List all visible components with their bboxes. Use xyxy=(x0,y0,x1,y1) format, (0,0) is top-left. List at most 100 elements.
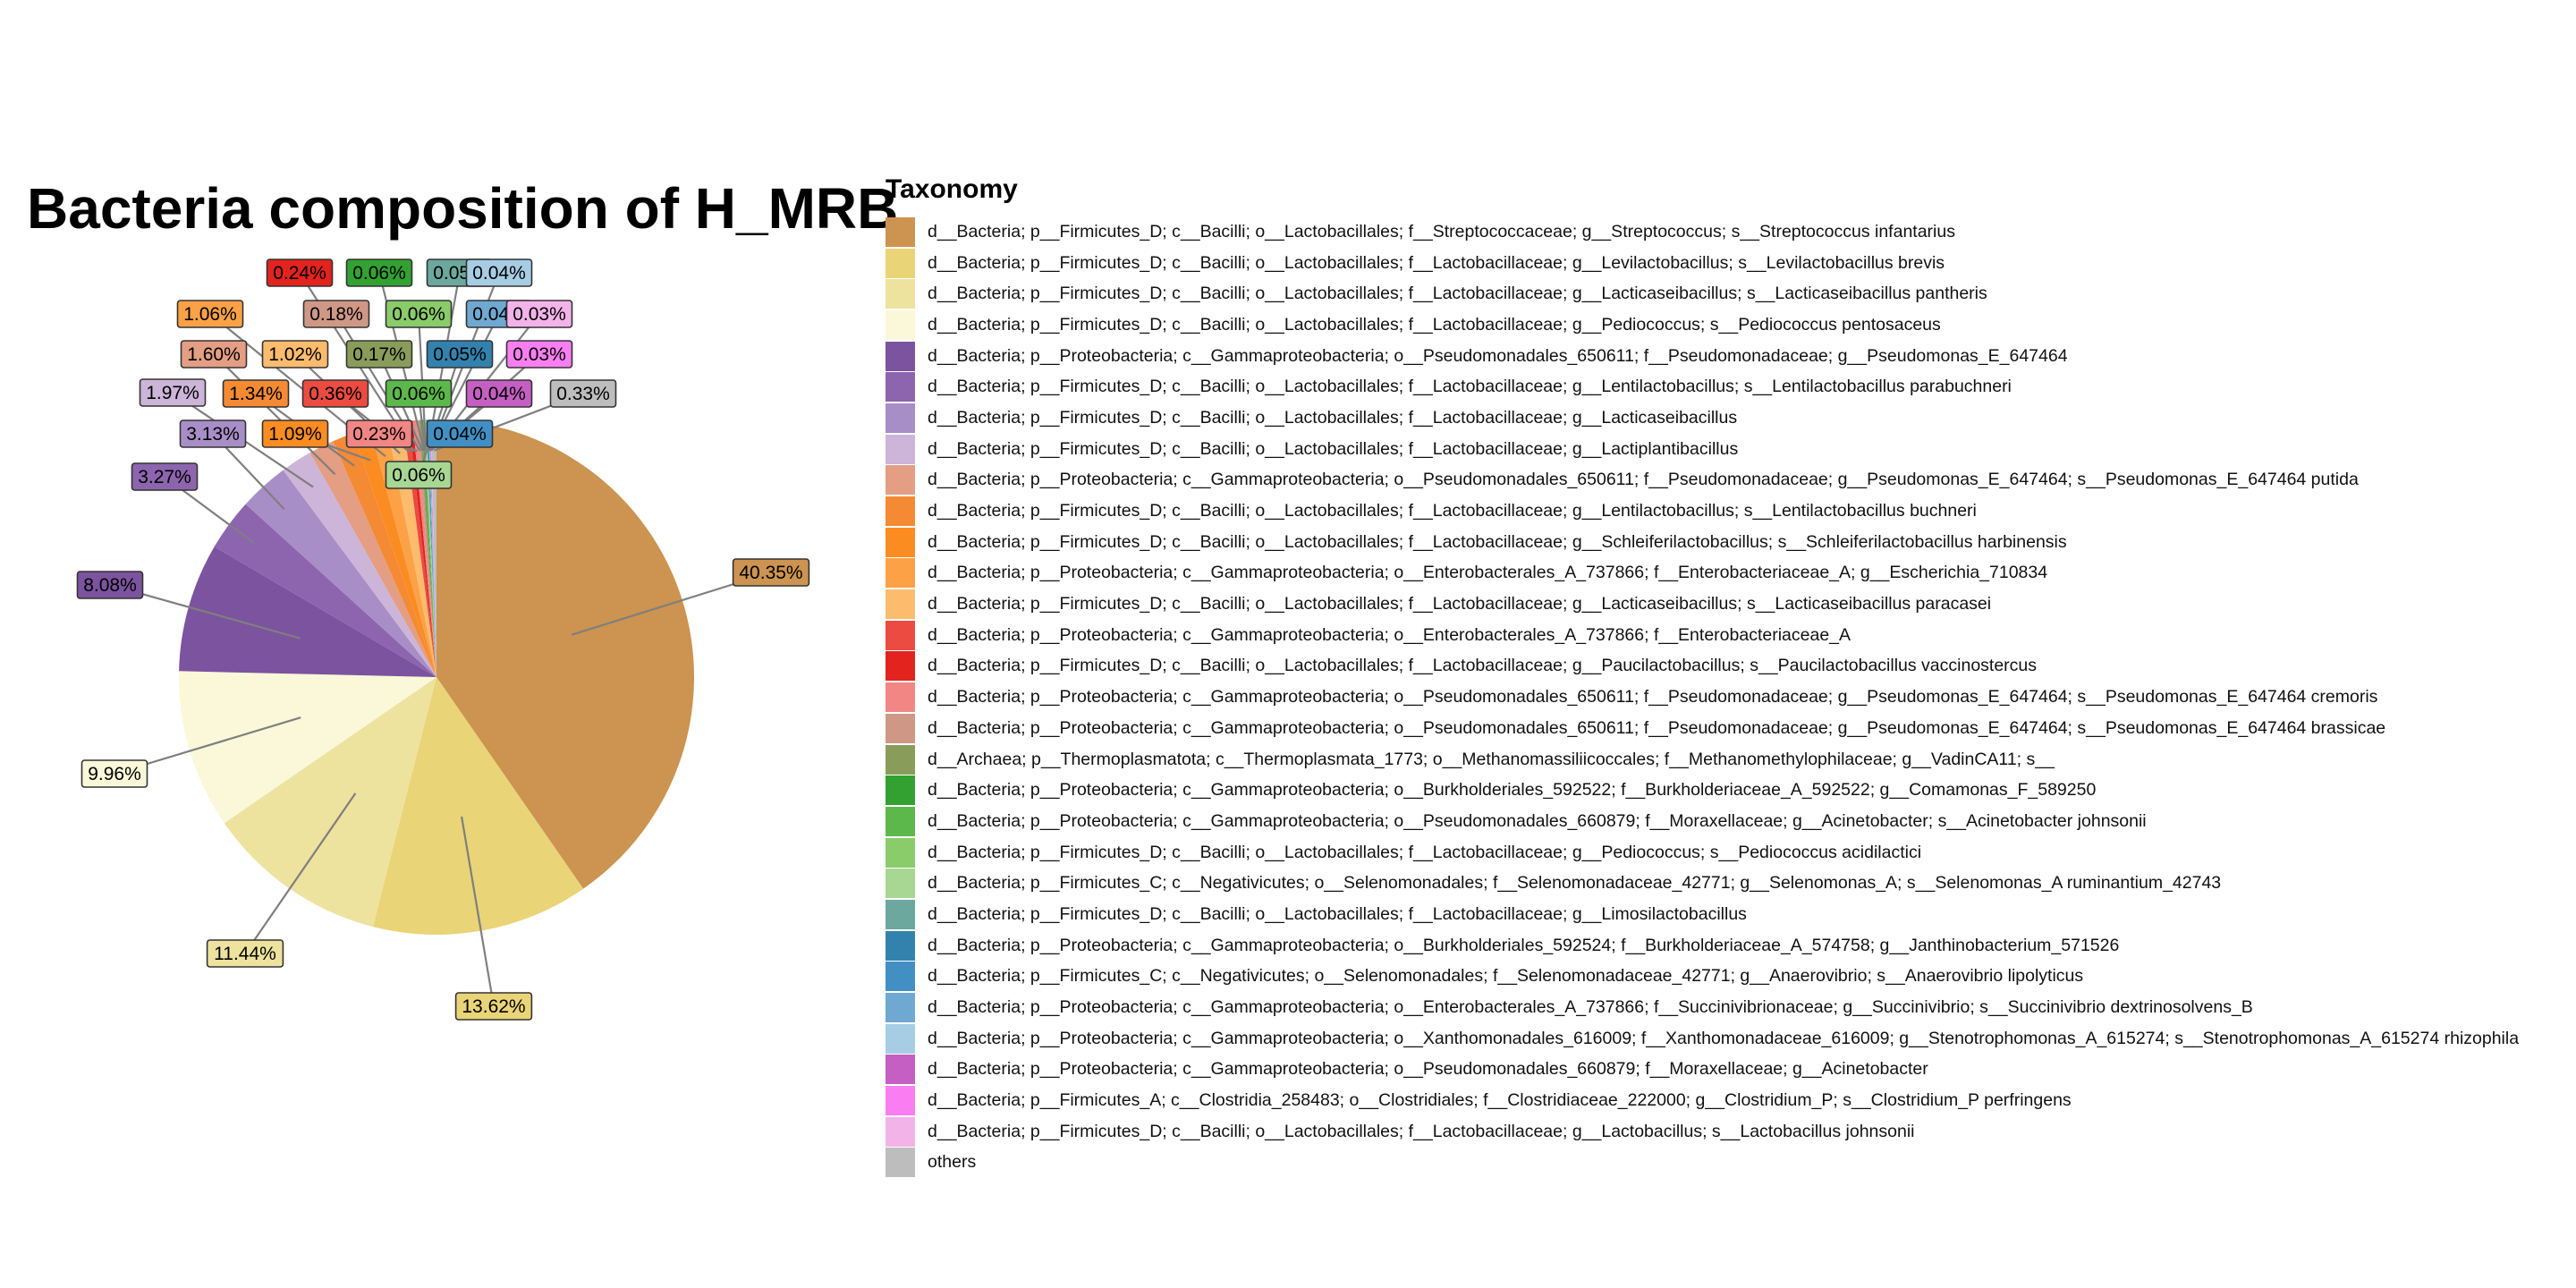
pie-slice xyxy=(214,504,436,677)
legend-label: d__Bacteria; p__Firmicutes_D; c__Bacilli… xyxy=(928,903,1747,924)
slice-label: 0.05% xyxy=(426,340,494,369)
legend-item: d__Bacteria; p__Firmicutes_D; c__Bacilli… xyxy=(886,837,2567,869)
slice-value-label: 13.62% xyxy=(462,996,525,1017)
slice-value-label: 8.08% xyxy=(83,575,137,596)
slice-value-label: 40.35% xyxy=(739,563,802,583)
legend-label: d__Bacteria; p__Firmicutes_D; c__Bacilli… xyxy=(928,407,1738,428)
pie-slice xyxy=(436,419,694,889)
legend-label: d__Bacteria; p__Firmicutes_A; c__Clostri… xyxy=(928,1090,2072,1111)
legend-swatch xyxy=(886,558,915,589)
legend-swatch xyxy=(886,1055,915,1085)
legend-swatch xyxy=(886,465,915,496)
legend-swatch xyxy=(886,402,915,433)
legend-items: d__Bacteria; p__Firmicutes_D; c__Bacilli… xyxy=(886,216,2567,1178)
slice-label: 0.04% xyxy=(426,419,494,448)
slice-label-box xyxy=(222,379,290,408)
legend-item: d__Bacteria; p__Proteobacteria; c__Gamma… xyxy=(886,775,2567,806)
slice-label-box xyxy=(302,300,370,328)
slice-label-box xyxy=(206,939,284,968)
legend-item: d__Bacteria; p__Firmicutes_D; c__Bacilli… xyxy=(886,309,2567,341)
slice-value-label: 0.04% xyxy=(472,384,526,404)
legend-swatch xyxy=(886,993,915,1023)
pie-chart: 40.35% 13.62% 11.44% 9.96% 8.08% 3.27% 3.13% 1.… xyxy=(76,258,810,1021)
slice-value-label: 0.04% xyxy=(472,263,526,284)
legend-item: d__Bacteria; p__Proteobacteria; c__Gamma… xyxy=(886,1023,2567,1055)
slice-label: 0.06% xyxy=(385,461,453,489)
legend-swatch xyxy=(886,309,915,340)
slice-label-box xyxy=(261,340,329,369)
legend-label: d__Bacteria; p__Firmicutes_D; c__Bacilli… xyxy=(928,438,1739,459)
legend-swatch xyxy=(886,775,915,806)
slice-label: 3.27% xyxy=(131,462,199,491)
legend-item: d__Bacteria; p__Proteobacteria; c__Gamma… xyxy=(886,558,2567,589)
slice-label-box xyxy=(80,759,148,788)
slice-label-box xyxy=(426,419,494,448)
pie-slice xyxy=(309,441,436,677)
slice-label-box xyxy=(385,379,453,408)
slice-value-label: 0.06% xyxy=(392,384,445,404)
legend-swatch xyxy=(886,620,915,650)
slice-label: 0.24% xyxy=(266,258,334,287)
slice-value-label: 0.03% xyxy=(513,344,566,365)
slice-label: 0.33% xyxy=(549,379,617,408)
legend-item: d__Bacteria; p__Firmicutes_D; c__Bacilli… xyxy=(886,899,2567,930)
slice-label-box xyxy=(465,258,533,287)
legend-item: d__Bacteria; p__Proteobacteria; c__Gamma… xyxy=(886,341,2567,372)
legend-label: d__Bacteria; p__Proteobacteria; c__Gamma… xyxy=(928,810,2147,831)
slice-label: 0.03% xyxy=(505,340,573,369)
legend-label: d__Bacteria; p__Proteobacteria; c__Gamma… xyxy=(928,1059,1928,1080)
slice-label-box xyxy=(179,419,247,448)
legend-item: d__Bacteria; p__Firmicutes_C; c__Negativ… xyxy=(886,868,2567,899)
legend-item: d__Bacteria; p__Proteobacteria; c__Gamma… xyxy=(886,682,2567,713)
slice-label: 9.96% xyxy=(80,759,148,788)
slice-label: 11.44% xyxy=(206,939,284,968)
legend-swatch xyxy=(886,651,915,682)
slice-label-box xyxy=(505,340,573,369)
legend-item: d__Bacteria; p__Proteobacteria; c__Gamma… xyxy=(886,713,2567,744)
legend-swatch xyxy=(886,962,915,992)
slice-label-box xyxy=(345,258,413,287)
pie-slice xyxy=(333,433,436,677)
legend-item: d__Bacteria; p__Proteobacteria; c__Gamma… xyxy=(886,930,2567,962)
slice-value-label: 3.27% xyxy=(138,467,191,487)
slice-label: 1.34% xyxy=(222,379,290,408)
legend-label: d__Bacteria; p__Firmicutes_D; c__Bacilli… xyxy=(928,284,1987,304)
legend-item: d__Bacteria; p__Firmicutes_D; c__Bacilli… xyxy=(886,434,2567,465)
slice-label: 8.08% xyxy=(76,571,144,599)
legend-item: d__Bacteria; p__Firmicutes_D; c__Bacilli… xyxy=(886,402,2567,434)
slice-value-label: 11.44% xyxy=(214,944,276,964)
slice-label: 1.02% xyxy=(261,340,329,369)
slice-value-label: 1.09% xyxy=(268,424,322,445)
legend-label: d__Bacteria; p__Proteobacteria; c__Gamma… xyxy=(928,470,2359,490)
legend-item: d__Bacteria; p__Proteobacteria; c__Gamma… xyxy=(886,1055,2567,1086)
legend-swatch xyxy=(886,341,915,371)
slice-value-label: 0.06% xyxy=(352,263,406,284)
legend-title: Taxonomy xyxy=(886,174,1018,204)
slice-label: 1.97% xyxy=(139,378,207,407)
legend-label: d__Bacteria; p__Proteobacteria; c__Gamma… xyxy=(928,780,2097,801)
legend-swatch xyxy=(886,1023,915,1054)
legend-label: d__Bacteria; p__Firmicutes_D; c__Bacilli… xyxy=(928,377,2012,397)
slice-label-box xyxy=(139,378,207,407)
legend-swatch xyxy=(886,713,915,743)
slice-value-label: 0.36% xyxy=(309,384,362,404)
legend-item: d__Bacteria; p__Firmicutes_D; c__Bacilli… xyxy=(886,651,2567,682)
legend-label: d__Bacteria; p__Firmicutes_C; c__Negativ… xyxy=(928,966,2084,987)
legend-label: d__Bacteria; p__Firmicutes_D; c__Bacilli… xyxy=(928,594,1992,614)
legend-label: d__Bacteria; p__Proteobacteria; c__Gamma… xyxy=(928,935,2120,955)
legend-item: d__Bacteria; p__Firmicutes_D; c__Bacilli… xyxy=(886,1116,2567,1148)
legend-label: d__Archaea; p__Thermoplasmatota; c__Ther… xyxy=(928,749,2055,769)
legend-swatch xyxy=(886,279,915,309)
legend-item: d__Bacteria; p__Proteobacteria; c__Gamma… xyxy=(886,806,2567,837)
slice-label: 0.04% xyxy=(465,379,533,408)
legend-swatch xyxy=(886,869,915,899)
slice-label-box xyxy=(261,419,329,448)
slice-label: 0.06% xyxy=(385,379,453,408)
slice-label-box xyxy=(465,379,533,408)
leader-line xyxy=(461,816,496,1007)
slice-value-label: 9.96% xyxy=(88,764,141,784)
slice-value-label: 0.18% xyxy=(309,304,363,325)
pie-slices xyxy=(179,419,694,936)
legend-label: d__Bacteria; p__Proteobacteria; c__Gamma… xyxy=(928,563,2048,583)
legend-swatch xyxy=(886,216,915,247)
